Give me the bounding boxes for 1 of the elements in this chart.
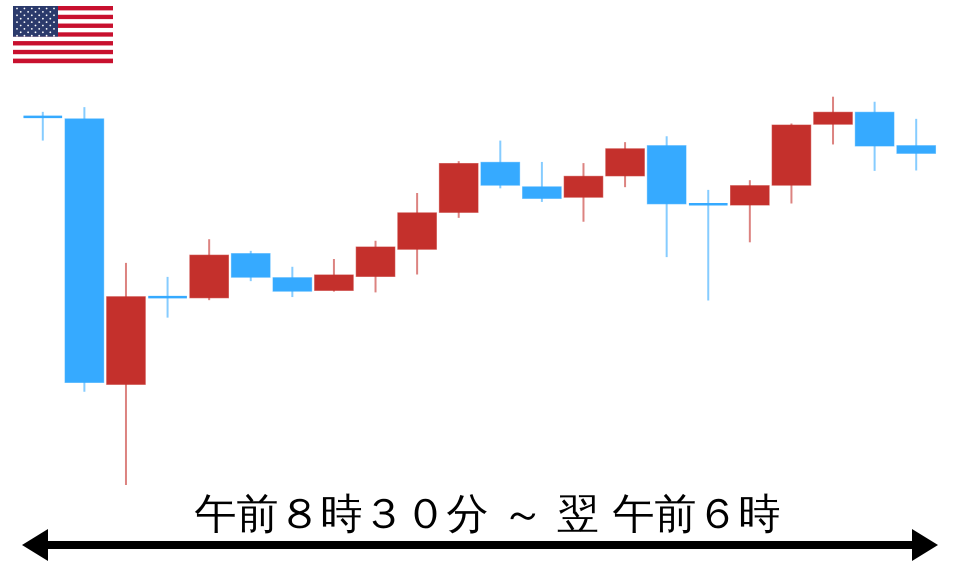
x-axis-title: 午前８時３０分 ～ 翌 午前６時 (194, 489, 781, 538)
